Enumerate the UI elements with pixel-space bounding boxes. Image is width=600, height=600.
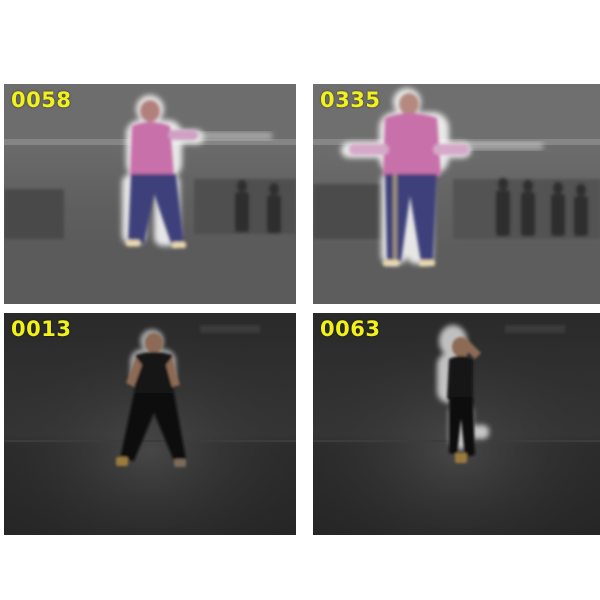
video-frame-0335: 0335 <box>313 84 600 304</box>
video-frame-0013: 0013 <box>4 313 296 535</box>
frame-label: 0058 <box>11 88 72 112</box>
frame-image <box>313 313 600 535</box>
video-frame-0063: 0063 <box>313 313 600 535</box>
video-frame-0058: 0058 <box>4 84 296 304</box>
frame-label: 0335 <box>320 88 381 112</box>
frame-image <box>4 84 296 304</box>
frame-label: 0063 <box>320 317 381 341</box>
frame-image <box>313 84 600 304</box>
frame-image <box>4 313 296 535</box>
frame-label: 0013 <box>11 317 72 341</box>
